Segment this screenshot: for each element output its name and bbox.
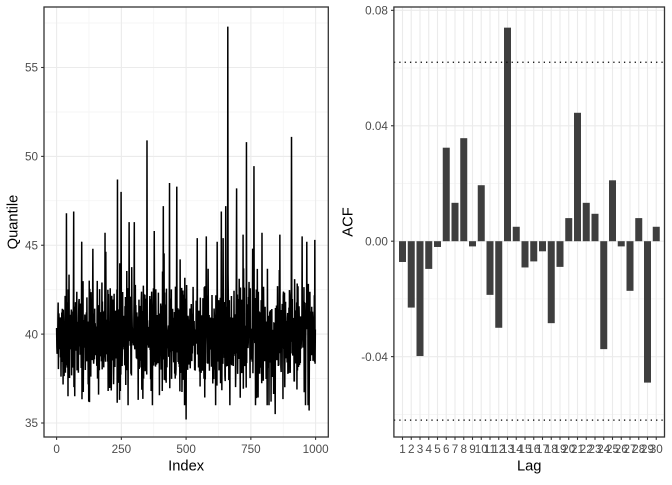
svg-text:16: 16 bbox=[527, 443, 540, 456]
svg-text:45: 45 bbox=[25, 239, 39, 252]
svg-text:26: 26 bbox=[615, 443, 628, 456]
svg-text:27: 27 bbox=[623, 443, 636, 456]
svg-text:1: 1 bbox=[399, 443, 406, 456]
svg-text:750: 750 bbox=[241, 443, 261, 456]
svg-text:19: 19 bbox=[553, 443, 566, 456]
svg-text:50: 50 bbox=[25, 151, 39, 164]
svg-text:Index: Index bbox=[168, 458, 205, 474]
svg-text:9: 9 bbox=[469, 443, 476, 456]
svg-text:25: 25 bbox=[606, 443, 620, 456]
svg-text:2: 2 bbox=[408, 443, 415, 456]
svg-text:0.04: 0.04 bbox=[365, 120, 388, 133]
svg-text:250: 250 bbox=[112, 443, 132, 456]
svg-text:8: 8 bbox=[460, 443, 467, 456]
svg-text:4: 4 bbox=[425, 443, 432, 456]
svg-text:Quantile: Quantile bbox=[6, 195, 22, 250]
svg-text:5: 5 bbox=[434, 443, 441, 456]
svg-text:1000: 1000 bbox=[303, 443, 330, 456]
svg-text:30: 30 bbox=[650, 443, 664, 456]
svg-text:6: 6 bbox=[443, 443, 450, 456]
svg-text:15: 15 bbox=[518, 443, 532, 456]
svg-text:11: 11 bbox=[484, 443, 496, 456]
svg-text:23: 23 bbox=[588, 443, 601, 456]
svg-text:40: 40 bbox=[25, 328, 39, 341]
svg-text:22: 22 bbox=[580, 443, 593, 456]
svg-text:Lag: Lag bbox=[517, 458, 542, 474]
svg-text:14: 14 bbox=[510, 443, 524, 456]
svg-text:18: 18 bbox=[545, 443, 558, 456]
svg-text:0: 0 bbox=[53, 443, 60, 456]
svg-text:17: 17 bbox=[536, 443, 549, 456]
svg-text:35: 35 bbox=[25, 417, 39, 430]
svg-text:13: 13 bbox=[501, 443, 514, 456]
svg-text:ACF: ACF bbox=[341, 207, 357, 236]
svg-text:500: 500 bbox=[176, 443, 196, 456]
svg-text:29: 29 bbox=[641, 443, 654, 456]
svg-text:55: 55 bbox=[25, 62, 39, 75]
svg-text:20: 20 bbox=[562, 443, 576, 456]
svg-text:-0.04: -0.04 bbox=[361, 351, 388, 364]
svg-text:3: 3 bbox=[417, 443, 424, 456]
svg-text:28: 28 bbox=[632, 443, 645, 456]
svg-text:10: 10 bbox=[475, 443, 489, 456]
svg-text:24: 24 bbox=[597, 443, 611, 456]
svg-text:7: 7 bbox=[452, 443, 459, 456]
svg-text:0.00: 0.00 bbox=[365, 235, 388, 248]
svg-text:12: 12 bbox=[492, 443, 505, 456]
svg-text:21: 21 bbox=[571, 443, 584, 456]
svg-text:0.08: 0.08 bbox=[365, 5, 388, 18]
